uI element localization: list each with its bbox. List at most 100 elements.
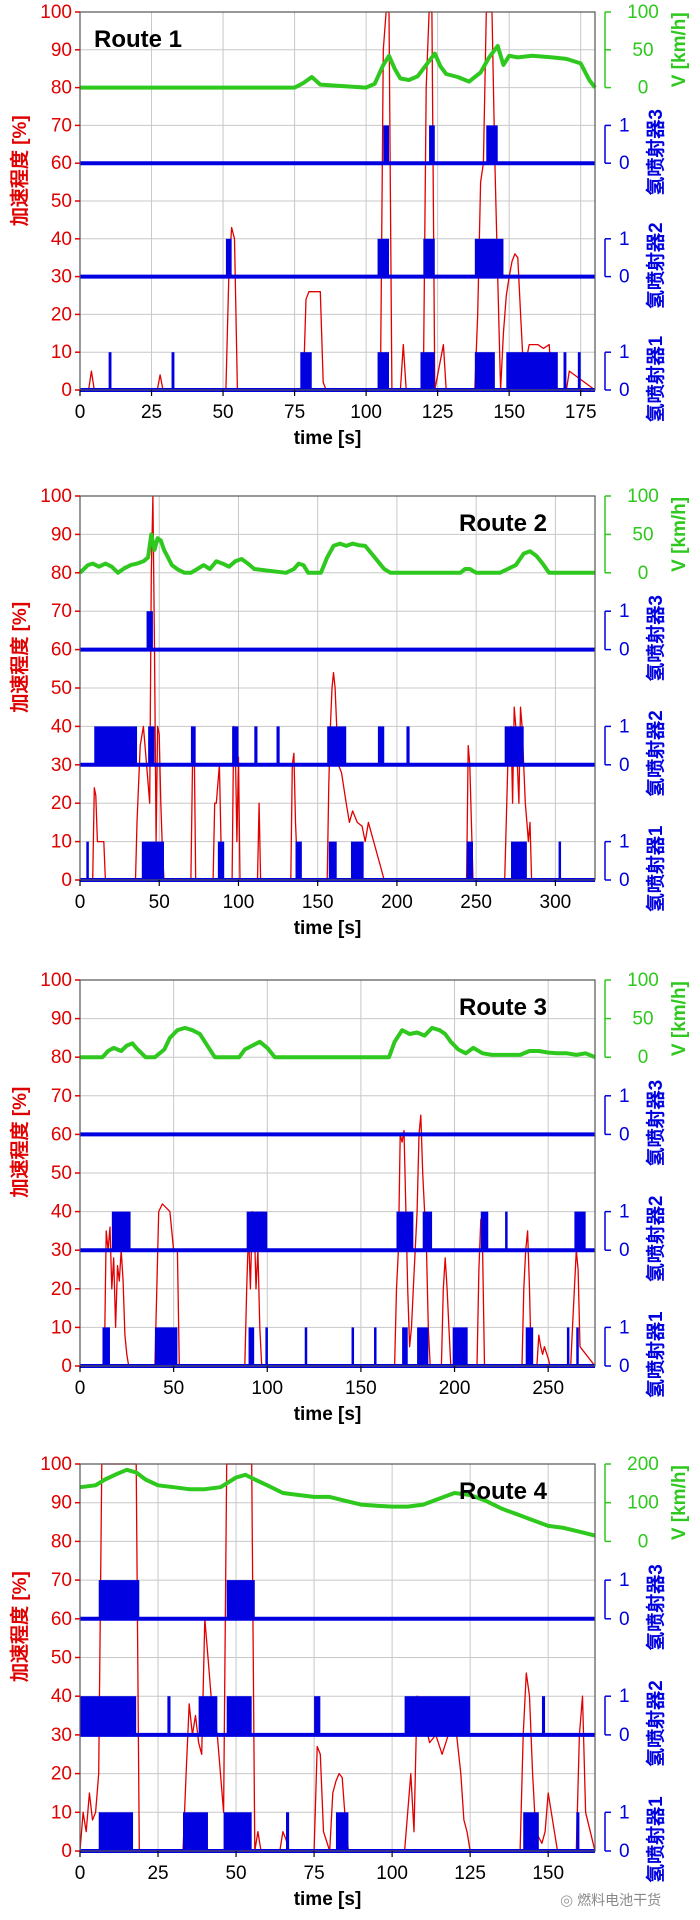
inj2-pulse	[377, 726, 385, 765]
inj2-pulse	[226, 1696, 252, 1735]
y-tick-label: 10	[51, 1802, 72, 1823]
inj1-pulse	[300, 352, 312, 390]
inj2-pulse	[148, 726, 155, 765]
inj1-pulse	[217, 841, 225, 880]
inj1-pulse	[374, 1327, 377, 1366]
x-tick-label: 125	[422, 402, 454, 423]
injector-tick-label: 0	[619, 1609, 630, 1630]
injector-axis-title: 氢喷射器2	[644, 1680, 667, 1767]
x-tick-label: 175	[565, 402, 597, 423]
injector-axis-title: 氢喷射器2	[644, 222, 667, 309]
inj1-pulse	[265, 1327, 268, 1366]
x-tick-label: 150	[302, 892, 334, 913]
x-tick-label: 25	[141, 402, 162, 423]
x-axis-title: time [s]	[294, 1889, 362, 1910]
injector-tick-label: 1	[619, 716, 630, 737]
x-tick-label: 100	[223, 892, 255, 913]
route-label: Route 3	[459, 994, 547, 1021]
y-tick-label: 30	[51, 1240, 72, 1261]
injector-axis-title: 氢喷射器3	[644, 1080, 667, 1167]
x-tick-label: 200	[381, 892, 413, 913]
x-tick-label: 0	[75, 1378, 86, 1399]
inj1-pulse	[183, 1812, 208, 1851]
speed-tick-label: 0	[638, 1047, 649, 1068]
watermark: ◎ 燃料电池干货	[560, 1890, 661, 1910]
route-label: Route 1	[94, 26, 182, 53]
y-tick-label: 90	[51, 1009, 72, 1030]
x-tick-label: 150	[345, 1378, 377, 1399]
injector-axis-title: 氢喷射器3	[644, 1564, 667, 1651]
y-tick-label: 0	[61, 1841, 72, 1862]
inj1-pulse	[523, 1812, 539, 1851]
y-tick-label: 90	[51, 524, 72, 545]
inj2-pulse	[190, 726, 196, 765]
y-tick-label: 80	[51, 1531, 72, 1552]
speed-tick-label: 0	[638, 78, 649, 99]
injector-tick-label: 1	[619, 1802, 630, 1823]
inj2-pulse	[111, 1211, 131, 1251]
y-tick-label: 20	[51, 793, 72, 814]
y-tick-label: 30	[51, 1725, 72, 1746]
x-tick-label: 100	[376, 1863, 408, 1884]
y-tick-label: 20	[51, 1279, 72, 1300]
inj1-pulse	[466, 841, 473, 880]
inj1-pulse	[506, 352, 558, 390]
inj1-pulse	[577, 352, 581, 390]
inj2-pulse	[480, 1211, 489, 1251]
y-tick-label: 50	[51, 1163, 72, 1184]
speed-tick-label: 0	[638, 563, 649, 584]
x-tick-label: 200	[439, 1378, 471, 1399]
inj1-pulse	[417, 1327, 429, 1366]
injector-tick-label: 0	[619, 380, 630, 401]
y-tick-label: 80	[51, 563, 72, 584]
y-tick-label: 100	[40, 2, 72, 23]
inj3-pulse	[146, 611, 153, 650]
y-tick-label: 60	[51, 640, 72, 661]
injector-axis-title: 氢喷射器1	[644, 1311, 667, 1398]
inj1-pulse	[558, 841, 562, 880]
y-tick-label: 40	[51, 229, 72, 250]
inj1-pulse	[154, 1327, 178, 1366]
inj2-pulse	[541, 1696, 546, 1735]
inj2-pulse	[246, 1211, 268, 1251]
speed-tick-label: 0	[638, 1531, 649, 1552]
x-tick-label: 250	[532, 1378, 564, 1399]
injector-axis-title: 氢喷射器3	[644, 595, 667, 682]
injector-tick-label: 1	[619, 1570, 630, 1591]
inj1-pulse	[248, 1327, 255, 1366]
inj2-pulse	[422, 1211, 433, 1251]
injector-tick-label: 1	[619, 1686, 630, 1707]
wechat-icon: ◎	[560, 1891, 574, 1909]
inj1-pulse	[171, 352, 175, 390]
injector-tick-label: 0	[619, 1356, 630, 1377]
injector-axis-title: 氢喷射器3	[644, 109, 667, 196]
speed-line	[80, 44, 597, 90]
inj1-pulse	[98, 1812, 134, 1851]
x-tick-label: 0	[75, 402, 86, 423]
speed-line	[80, 1025, 596, 1060]
y-tick-label: 0	[61, 870, 72, 891]
inj3-pulse	[486, 125, 498, 164]
speed-tick-label: 200	[627, 1454, 659, 1475]
inj3-pulse	[226, 1580, 255, 1619]
injector-tick-label: 0	[619, 1124, 630, 1145]
injector-axis-title: 氢喷射器1	[644, 1796, 667, 1883]
y-tick-label: 50	[51, 1648, 72, 1669]
inj1-pulse	[420, 352, 435, 390]
x-tick-label: 0	[75, 892, 86, 913]
x-tick-label: 50	[149, 892, 170, 913]
speed-line	[78, 532, 595, 575]
y-tick-label: 20	[51, 1764, 72, 1785]
y-tick-label: 80	[51, 78, 72, 99]
y-tick-label: 60	[51, 153, 72, 174]
injector-tick-label: 0	[619, 755, 630, 776]
inj2-pulse	[327, 726, 347, 765]
y-tick-label: 10	[51, 1317, 72, 1338]
injector-tick-label: 1	[619, 115, 630, 136]
y-tick-label: 70	[51, 1086, 72, 1107]
inj1-pulse	[328, 841, 337, 880]
y-tick-label: 0	[61, 1356, 72, 1377]
inj3-pulse	[98, 1580, 140, 1619]
